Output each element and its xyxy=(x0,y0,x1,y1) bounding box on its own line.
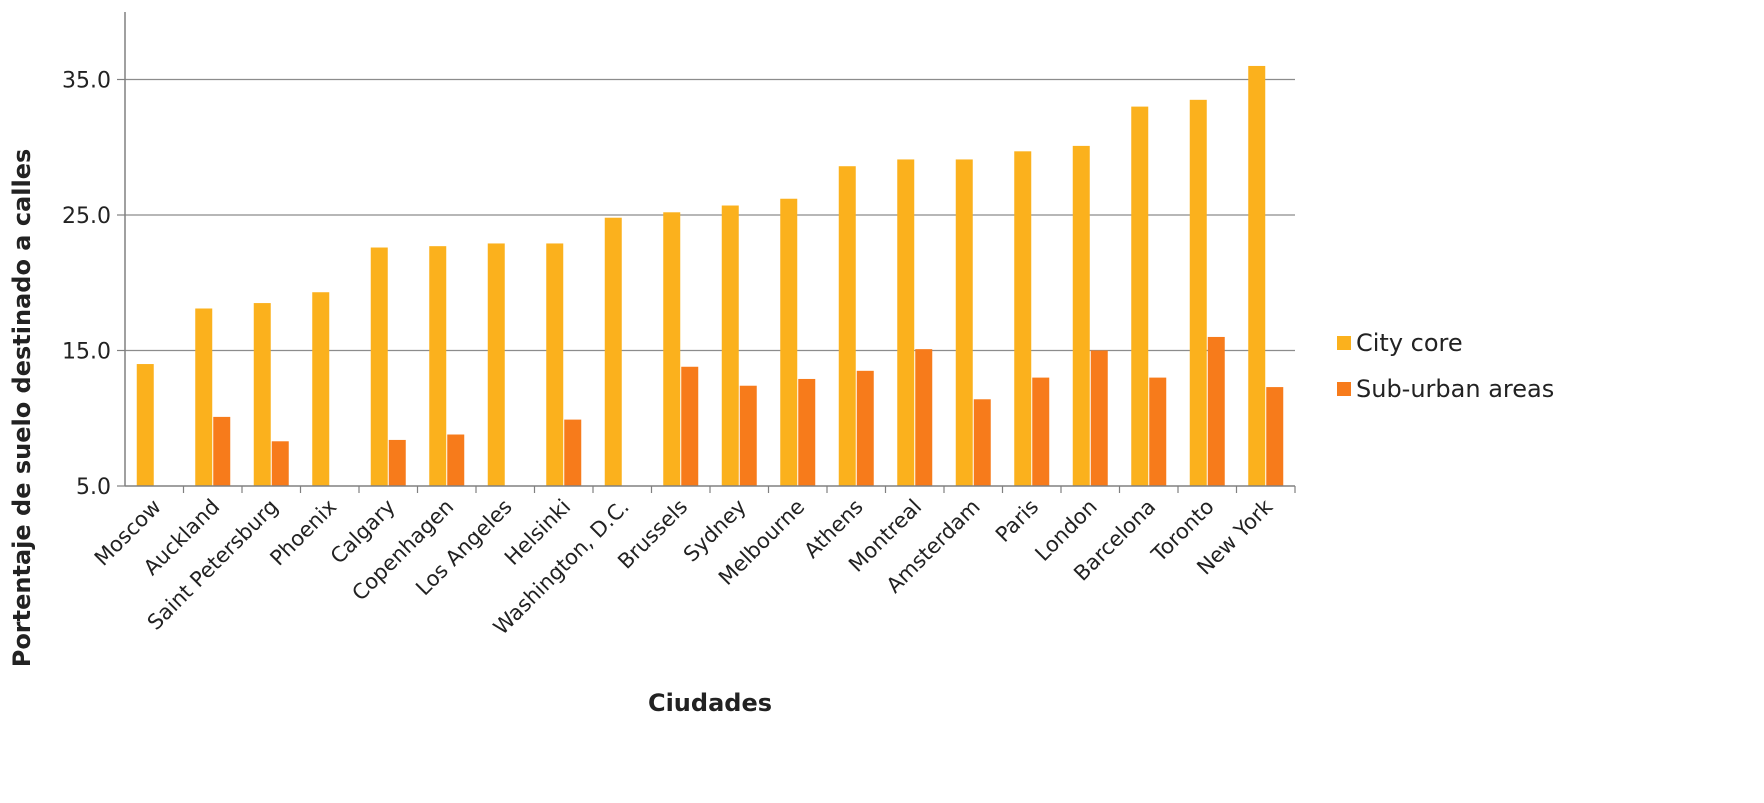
bar-sub-urban-areas xyxy=(681,366,699,486)
gridlines xyxy=(125,78,1295,352)
y-axis-title: Portentaje de suelo destinado a calles xyxy=(8,149,36,668)
bar-city-core xyxy=(370,247,388,486)
bar-city-core xyxy=(136,364,154,486)
bar-sub-urban-areas xyxy=(1149,377,1167,486)
legend: City core Sub-urban areas xyxy=(1337,329,1554,403)
bar-sub-urban-areas xyxy=(1207,336,1225,486)
y-tick-label: 15.0 xyxy=(62,340,111,365)
y-tick-label: 25.0 xyxy=(62,204,111,229)
bar-city-core xyxy=(1014,151,1032,486)
y-tick-label: 35.0 xyxy=(62,69,111,94)
y-tick-label: 5.0 xyxy=(76,475,111,500)
bar-sub-urban-areas xyxy=(447,434,465,486)
x-axis-title: Ciudades xyxy=(648,689,772,717)
bar-sub-urban-areas xyxy=(739,385,757,486)
bar-city-core xyxy=(195,308,213,486)
bar-city-core xyxy=(546,243,564,486)
bar-city-core xyxy=(780,198,798,487)
bar-city-core xyxy=(663,212,681,487)
bar-city-core xyxy=(429,246,447,486)
bar-sub-urban-areas xyxy=(388,439,406,486)
bar-city-core xyxy=(1189,99,1207,486)
bar-city-core xyxy=(955,159,973,486)
bar-city-core xyxy=(897,159,915,486)
bars xyxy=(136,65,1284,487)
bar-sub-urban-areas xyxy=(1090,350,1108,486)
bar-city-core xyxy=(604,217,622,486)
bar-sub-urban-areas xyxy=(1032,377,1050,486)
bar-city-core xyxy=(253,303,271,486)
legend-label: City core xyxy=(1356,329,1463,357)
bar-city-core xyxy=(838,166,856,486)
bar-sub-urban-areas xyxy=(1266,387,1284,486)
bar-sub-urban-areas xyxy=(271,441,289,486)
bar-city-core xyxy=(1248,65,1266,486)
bar-city-core xyxy=(312,292,330,486)
bar-sub-urban-areas xyxy=(798,378,816,486)
bar-city-core xyxy=(1072,145,1090,486)
legend-swatch xyxy=(1337,336,1351,350)
x-tick-label: Copenhagen xyxy=(347,495,458,606)
bar-sub-urban-areas xyxy=(915,349,933,486)
legend-swatch xyxy=(1337,382,1351,396)
axes xyxy=(124,12,1295,487)
y-ticks: 5.0 15.0 25.0 35.0 xyxy=(62,69,125,500)
bar-city-core xyxy=(487,243,505,486)
bar-sub-urban-areas xyxy=(973,399,991,486)
bar-city-core xyxy=(1131,106,1149,486)
legend-label: Sub-urban areas xyxy=(1356,375,1554,403)
bar-sub-urban-areas xyxy=(856,370,874,486)
bar-city-core xyxy=(721,205,739,486)
bar-sub-urban-areas xyxy=(564,419,582,486)
x-tick-label: Paris xyxy=(991,495,1043,547)
bar-sub-urban-areas xyxy=(213,416,231,486)
